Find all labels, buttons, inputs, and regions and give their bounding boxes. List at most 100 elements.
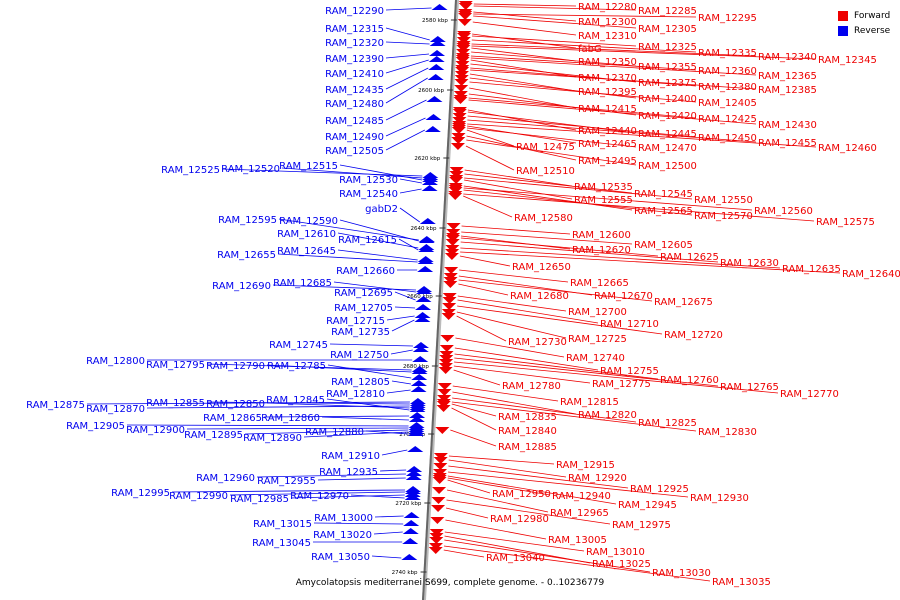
reverse-gene-label: RAM_12905 (66, 421, 125, 432)
reverse-gene-connector (186, 427, 409, 430)
forward-gene-arrow (455, 67, 470, 74)
reverse-gene-label: RAM_12320 (325, 38, 384, 49)
reverse-gene-arrow (429, 36, 446, 42)
forward-gene-arrow (454, 71, 469, 78)
forward-gene-connector (470, 57, 757, 76)
reverse-gene-arrow (411, 368, 428, 374)
forward-gene-connector (460, 247, 781, 269)
reverse-gene-connector (385, 53, 430, 59)
reverse-gene-arrow (421, 179, 438, 185)
forward-gene-connector (467, 111, 637, 134)
reverse-gene-arrow (408, 430, 425, 436)
forward-gene-arrow (428, 543, 443, 550)
reverse-gene-connector (326, 398, 410, 411)
reverse-gene-arrow (402, 538, 419, 544)
forward-gene-label: RAM_13030 (652, 568, 711, 579)
forward-gene-label: RAM_12440 (578, 126, 637, 137)
forward-gene-arrow (437, 383, 452, 390)
forward-gene-connector (446, 499, 611, 525)
reverse-gene-label: RAM_12695 (334, 288, 393, 299)
forward-gene-label: RAM_12775 (592, 379, 651, 390)
forward-gene-connector (448, 459, 567, 478)
forward-gene-connector (470, 59, 577, 78)
reverse-gene-connector (398, 238, 419, 251)
reverse-gene-arrow (407, 446, 424, 452)
forward-gene-label: RAM_12500 (638, 161, 697, 172)
forward-gene-label: RAM_12305 (638, 24, 697, 35)
reverse-gene-label: RAM_12935 (319, 467, 378, 478)
forward-gene-label: RAM_12630 (720, 258, 779, 269)
reverse-gene-label: RAM_12785 (267, 361, 326, 372)
reverse-gene-arrow (405, 474, 422, 480)
reverse-gene-label: RAM_12845 (266, 395, 325, 406)
reverse-gene-connector (329, 343, 413, 347)
legend-reverse: Reverse (838, 23, 890, 38)
reverse-gene-arrow (404, 491, 421, 497)
reverse-gene-arrow (426, 96, 443, 102)
forward-gene-connector (443, 549, 485, 558)
forward-gene-label: RAM_12475 (516, 142, 575, 153)
forward-gene-connector (447, 477, 551, 496)
forward-gene-label: RAM_12700 (568, 307, 627, 318)
forward-gene-arrow (454, 75, 469, 82)
reverse-gene-label: RAM_12790 (206, 361, 265, 372)
reverse-gene-label: RAM_12895 (184, 430, 243, 441)
reverse-gene-label: RAM_13015 (253, 519, 312, 530)
forward-gene-label: RAM_12940 (552, 491, 611, 502)
reverse-gene-arrow (409, 412, 426, 418)
reverse-gene-arrow (417, 256, 434, 262)
forward-gene-label: RAM_12710 (600, 319, 659, 330)
forward-gene-arrow (445, 239, 460, 246)
forward-gene-label: RAM_12680 (510, 291, 569, 302)
reverse-gene-arrow (419, 218, 436, 224)
forward-gene-connector (466, 129, 515, 147)
forward-gene-arrow (453, 91, 468, 98)
forward-gene-arrow (451, 137, 466, 144)
reverse-gene-label: RAM_12390 (325, 54, 384, 65)
reverse-gene-arrow (428, 64, 445, 70)
forward-gene-label: RAM_12925 (630, 484, 689, 495)
reverse-gene-label: RAM_12745 (269, 340, 328, 351)
reverse-gene-arrow (408, 416, 425, 422)
forward-gene-label: RAM_12280 (578, 2, 637, 13)
forward-gene-connector (458, 283, 509, 296)
reverse-gene-arrow (422, 176, 439, 182)
reverse-gene-label: RAM_12525 (161, 165, 220, 176)
reverse-gene-connector (391, 319, 415, 332)
forward-gene-connector (452, 391, 577, 415)
forward-gene-arrow (442, 303, 457, 310)
reverse-gene-connector (385, 59, 429, 74)
forward-gene-arrow (428, 547, 443, 554)
forward-gene-arrow (451, 127, 466, 134)
reverse-gene-connector (256, 473, 406, 478)
reverse-gene-label: RAM_12955 (257, 476, 316, 487)
forward-gene-arrow (443, 281, 458, 288)
reverse-gene-label: RAM_12890 (243, 433, 302, 444)
forward-gene-connector (471, 51, 637, 67)
reverse-gene-label: RAM_12410 (325, 69, 384, 80)
forward-gene-label: RAM_12945 (618, 500, 677, 511)
reverse-gene-label: RAM_12795 (146, 360, 205, 371)
reverse-gene-arrow (428, 56, 445, 62)
forward-gene-connector (444, 539, 651, 573)
forward-gene-label: RAM_12980 (490, 514, 549, 525)
reverse-gene-arrow (401, 554, 418, 560)
reverse-gene-connector (313, 522, 404, 525)
forward-gene-arrow (432, 487, 447, 494)
reverse-gene-label: RAM_12865 (203, 413, 262, 424)
forward-gene-connector (473, 3, 577, 7)
forward-gene-label: RAM_12730 (508, 337, 567, 348)
forward-gene-connector (451, 403, 497, 417)
forward-gene-label: RAM_12670 (594, 291, 653, 302)
forward-gene-connector (473, 13, 697, 18)
forward-gene-label: RAM_12675 (654, 297, 713, 308)
axis-tick-label: 2620 kbp (414, 156, 440, 162)
forward-gene-label: RAM_12575 (816, 217, 875, 228)
reverse-gene-connector (86, 401, 410, 405)
reverse-gene-arrow (402, 528, 419, 534)
forward-gene-connector (473, 11, 577, 22)
reverse-gene-label: RAM_12540 (339, 189, 398, 200)
forward-gene-arrow (454, 79, 469, 86)
forward-gene-connector (466, 139, 637, 166)
forward-gene-label: RAM_12780 (502, 381, 561, 392)
